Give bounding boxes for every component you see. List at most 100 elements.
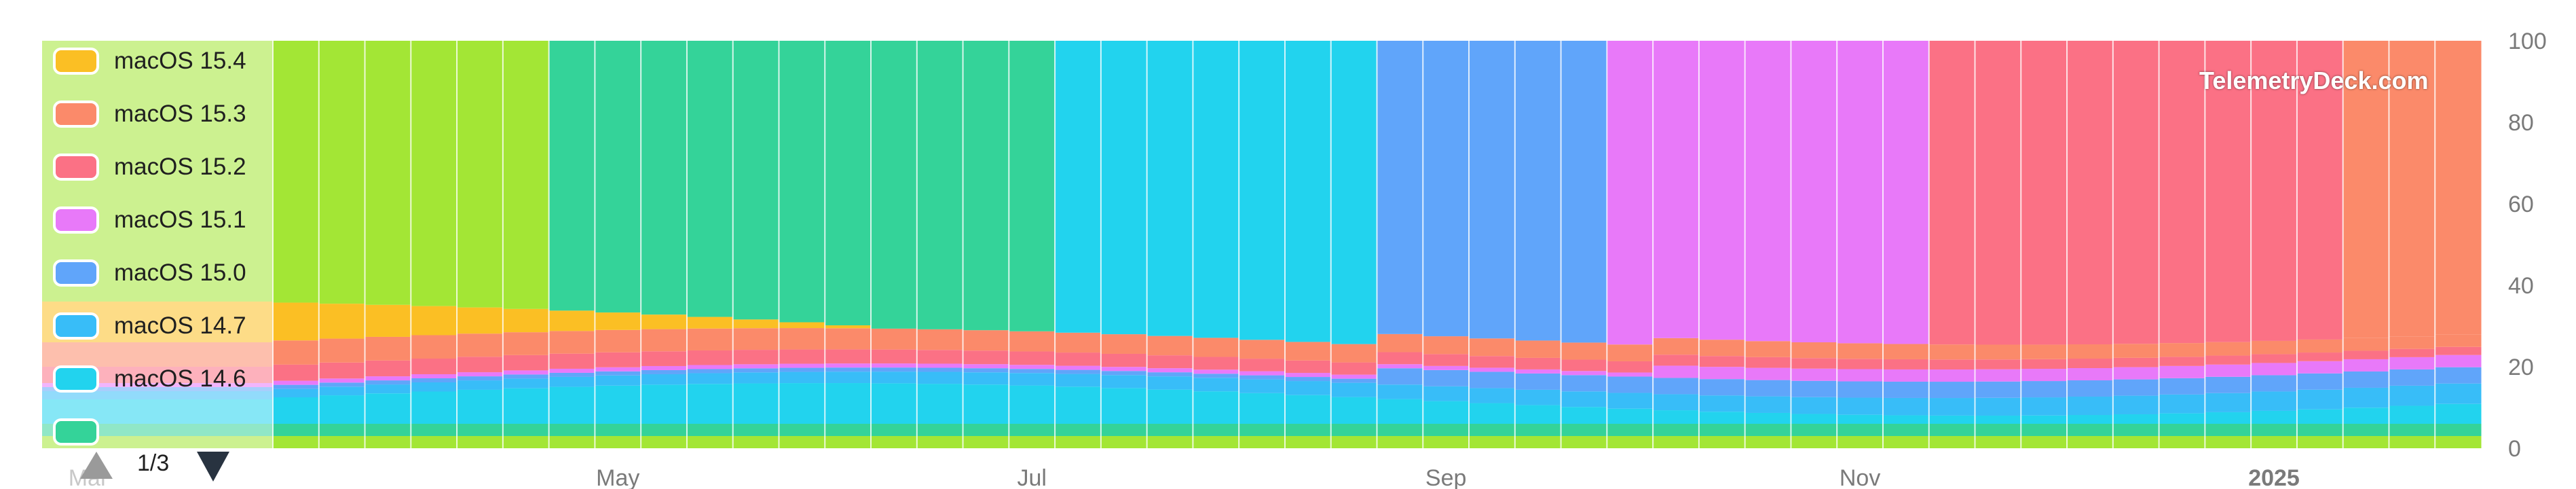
bar-segment [1193, 374, 1239, 378]
bar-segment [2435, 424, 2482, 436]
stacked-bars [42, 41, 2482, 448]
bar-segment [1100, 436, 1148, 448]
bar-segment [42, 342, 274, 367]
legend-label: macOS 15.1 [114, 206, 246, 233]
bar-segment [1653, 410, 1700, 424]
bar-segment [1377, 364, 1423, 369]
bar-segment [1193, 338, 1239, 357]
bar-segment [871, 383, 918, 424]
y-axis-ticks: 0 20 40 60 80 100 [2508, 29, 2547, 462]
bar-segment [2342, 408, 2389, 424]
bar-segment [641, 329, 688, 352]
bar-segment [1791, 41, 1837, 342]
bar-segment [365, 393, 411, 424]
bar-segment [1837, 414, 1884, 424]
bar-segment [641, 374, 688, 385]
bar-segment [1009, 385, 1056, 424]
legend-item-macos-15-0[interactable]: macOS 15.0 [42, 253, 246, 293]
bar-segment [595, 371, 641, 376]
bar-segment [1653, 338, 1700, 355]
bar-segment [457, 333, 504, 357]
bar-segment [2112, 357, 2160, 367]
bar-segment [1561, 407, 1607, 424]
bar-segment [1882, 344, 1930, 359]
bar-segment [273, 302, 320, 341]
bar-segment [1239, 359, 1286, 372]
y-tick-label: 60 [2508, 192, 2534, 217]
bar-segment [1377, 436, 1423, 448]
bar-segment [2205, 393, 2252, 412]
bar-segment [2435, 41, 2482, 335]
bar-segment [1653, 355, 1700, 366]
page-down-icon[interactable] [197, 452, 229, 482]
bar-segment [1698, 395, 1746, 412]
bar-segment [365, 41, 411, 305]
bar-segment [1330, 382, 1377, 397]
bar-segment [825, 349, 872, 364]
bar-segment [641, 41, 688, 315]
bar-segment [2067, 344, 2114, 359]
bar-segment [1330, 397, 1377, 424]
bar-segment [916, 384, 964, 424]
bar-segment [1239, 424, 1286, 436]
bar-segment [2251, 391, 2298, 411]
x-tick-label: 2025 [2248, 465, 2300, 489]
bar-segment [457, 376, 504, 381]
bar-segment [825, 424, 872, 436]
page-up-icon[interactable] [80, 452, 113, 479]
bar-segment [1653, 365, 1700, 378]
bar-segment [1744, 436, 1791, 448]
legend-label: macOS 14.7 [114, 312, 246, 339]
bar-segment [1791, 358, 1837, 369]
bar-segment [42, 387, 274, 391]
bar-segment [2342, 338, 2389, 351]
watermark: TelemetryDeck.com [2199, 67, 2429, 94]
bar-segment [273, 340, 320, 365]
bar-segment [2112, 424, 2160, 436]
bar-segment [2296, 389, 2344, 410]
bar-segment [825, 383, 872, 424]
bar-segment [1055, 424, 1102, 436]
bar-segment [2389, 41, 2435, 337]
bar-segment [1193, 41, 1239, 338]
bar-segment [1514, 405, 1562, 424]
bar-segment [2251, 424, 2298, 436]
bar-segment [779, 436, 825, 448]
bar-segment [502, 424, 550, 436]
bar-segment [779, 41, 825, 323]
bar-segment [2159, 41, 2205, 344]
bar-segment [1837, 424, 1884, 436]
legend-item-partial[interactable] [42, 412, 114, 448]
legend-item-macos-14-6[interactable]: macOS 14.6 [42, 359, 246, 399]
bar-segment [779, 349, 825, 364]
legend-item-macos-15-1[interactable]: macOS 15.1 [42, 200, 246, 240]
bar-segment [365, 336, 411, 361]
bar-segment [779, 372, 825, 384]
bar-segment [42, 424, 274, 436]
bar-segment [916, 350, 964, 364]
bar-segment [1975, 424, 2021, 436]
week-separators [272, 41, 2436, 448]
bar-segment [548, 331, 595, 354]
bar-segment [2389, 357, 2435, 369]
bar-segment [963, 424, 1009, 436]
bar-segment [779, 383, 825, 424]
bar-segment [595, 329, 641, 352]
bar-segment [963, 372, 1009, 385]
bar-segment [1975, 41, 2021, 345]
legend-item-macos-15-3[interactable]: macOS 15.3 [42, 94, 246, 134]
bar-segment [1100, 353, 1148, 367]
bar-segment [1928, 41, 1976, 345]
legend-item-macos-15-4[interactable]: macOS 15.4 [42, 41, 246, 82]
legend-label: macOS 15.2 [114, 153, 246, 180]
bar-segment [1423, 336, 1470, 355]
bar-segment [2435, 367, 2482, 384]
bar-segment [2067, 436, 2114, 448]
legend-item-macos-14-7[interactable]: macOS 14.7 [42, 306, 246, 346]
bar-segment [1975, 381, 2021, 398]
bar-segment [365, 384, 411, 394]
bar-segment [1882, 359, 1930, 369]
bar-segment [1469, 338, 1516, 357]
bar-segment [273, 384, 320, 389]
legend-item-macos-15-2[interactable]: macOS 15.2 [42, 147, 246, 187]
